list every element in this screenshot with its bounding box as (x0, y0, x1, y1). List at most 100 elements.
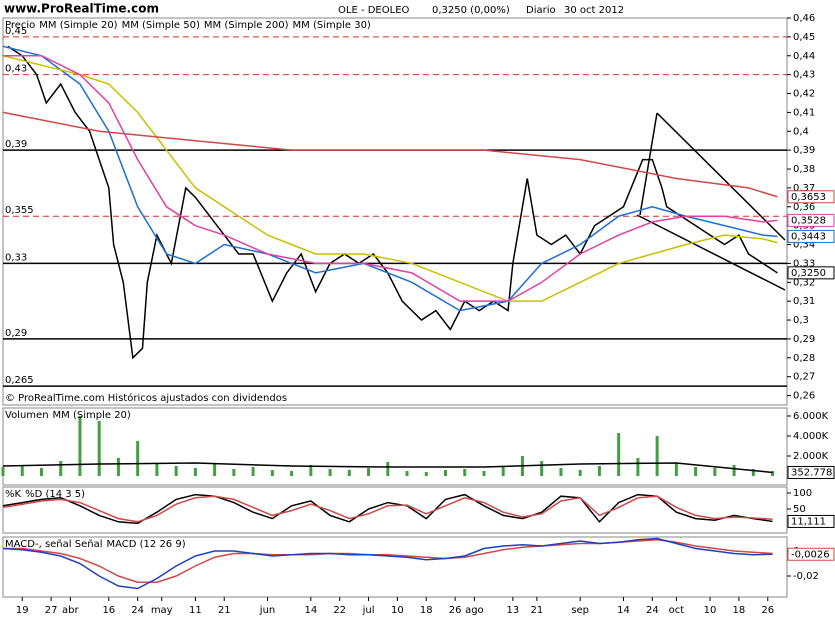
trend-line (639, 112, 658, 216)
quote: 0,3250 (0,00%) (432, 5, 510, 16)
x-tick-label: 16 (102, 605, 115, 616)
level-label: 0,33 (5, 252, 27, 263)
x-tick-label: oct (669, 605, 685, 616)
series-line (3, 538, 773, 583)
bar (270, 470, 274, 476)
y-tick-label: 0,46 (793, 13, 815, 24)
y-tick-label: 0,36 (793, 202, 815, 213)
bar (328, 469, 332, 476)
bar (617, 433, 621, 476)
x-tick-label: 10 (704, 605, 717, 616)
x-tick-label: ago (465, 605, 484, 616)
legend-entry: MACD-, señal Señal (5, 539, 102, 550)
bar (116, 458, 120, 476)
bar (367, 468, 371, 476)
price-tag-label: 0,3250 (791, 268, 826, 279)
y-tick-label: -0,02 (793, 571, 819, 582)
panel-frame (2, 407, 788, 486)
date: 30 oct 2012 (564, 5, 624, 16)
y-tick-label: 0,39 (793, 145, 815, 156)
bar (136, 441, 140, 476)
price-tag (787, 514, 835, 528)
y-tick-label: 0,34 (793, 240, 815, 251)
bar (59, 461, 63, 476)
price-tag-label: 0,3443 (791, 231, 826, 242)
legend-entry: Precio (5, 20, 35, 31)
x-tick-label: 22 (333, 605, 346, 616)
y-tick-label: 100 (793, 488, 812, 499)
bar (20, 465, 24, 476)
level-label: 0,45 (5, 26, 27, 37)
series-line (2, 462, 773, 474)
x-tick-label: may (151, 605, 173, 616)
bar (751, 469, 755, 476)
y-tick-label: 4.000K (793, 431, 829, 442)
level-label: 0,29 (5, 328, 27, 339)
y-tick-label: 0,43 (793, 70, 815, 81)
legend-entry: MM (Simple 30) (293, 20, 371, 31)
period: Diario (526, 5, 556, 16)
trend-line (656, 112, 786, 241)
bar (232, 469, 236, 476)
bar (424, 472, 428, 476)
bar (405, 471, 409, 476)
legend-entry: MM (Simple 20) (39, 20, 117, 31)
panel-frame (2, 486, 788, 534)
bar (1, 467, 5, 476)
panel-frame (2, 536, 788, 598)
x-tick-label: abr (62, 605, 79, 616)
bar (771, 471, 775, 476)
price-tag (787, 266, 835, 280)
bar (347, 470, 351, 476)
price-tag (787, 190, 835, 204)
trend-line (636, 214, 786, 291)
y-tick-label: 0,31 (793, 296, 815, 307)
y-tick-label: 0,33 (793, 258, 815, 269)
bar (501, 467, 505, 476)
bar (97, 421, 101, 476)
bar (39, 468, 43, 476)
level-label: 0,43 (5, 64, 27, 75)
legend-entry: MACD (12 26 9) (106, 539, 185, 550)
series-line (2, 55, 778, 302)
bar (463, 469, 467, 476)
price-tag (787, 465, 835, 479)
series-line (7, 45, 778, 360)
panel-frame (2, 17, 788, 406)
note: © ProRealTime.com Históricos ajustados c… (5, 392, 287, 404)
bar (482, 471, 486, 476)
bar (213, 464, 217, 476)
bar (290, 471, 294, 476)
bar (732, 465, 736, 476)
x-tick-label: 14 (304, 605, 317, 616)
bar (309, 465, 313, 476)
bar (444, 470, 448, 476)
y-tick-label: 0,28 (793, 353, 815, 364)
level-label: 0,355 (5, 205, 34, 216)
x-tick-label: 27 (45, 605, 58, 616)
legend-entry: %K (5, 489, 22, 500)
legend-entry: %D (14 3 5) (25, 489, 85, 500)
series-line (2, 493, 773, 525)
price-tag-label: 11,111 (791, 516, 826, 527)
bar (578, 470, 582, 476)
x-tick-label: 13 (506, 605, 519, 616)
bar (78, 416, 82, 476)
y-tick-label: 6.000K (793, 411, 829, 422)
y-tick-label: 0,45 (793, 32, 815, 43)
legend-entry: MM (Simple 200) (204, 20, 289, 31)
x-tick-label: 18 (420, 605, 433, 616)
series-line (2, 111, 778, 198)
x-tick-label: 21 (218, 605, 231, 616)
y-tick-label: 0,37 (793, 183, 815, 194)
y-tick-label: 0,26 (793, 391, 815, 402)
bar (174, 466, 178, 476)
level-label: 0,39 (5, 139, 27, 150)
bar (674, 464, 678, 476)
series-line (2, 495, 773, 523)
y-tick-label: 50 (793, 504, 806, 515)
y-tick-label: 0,32 (793, 277, 815, 288)
bar (694, 467, 698, 476)
y-tick-label: 0,44 (793, 51, 815, 62)
